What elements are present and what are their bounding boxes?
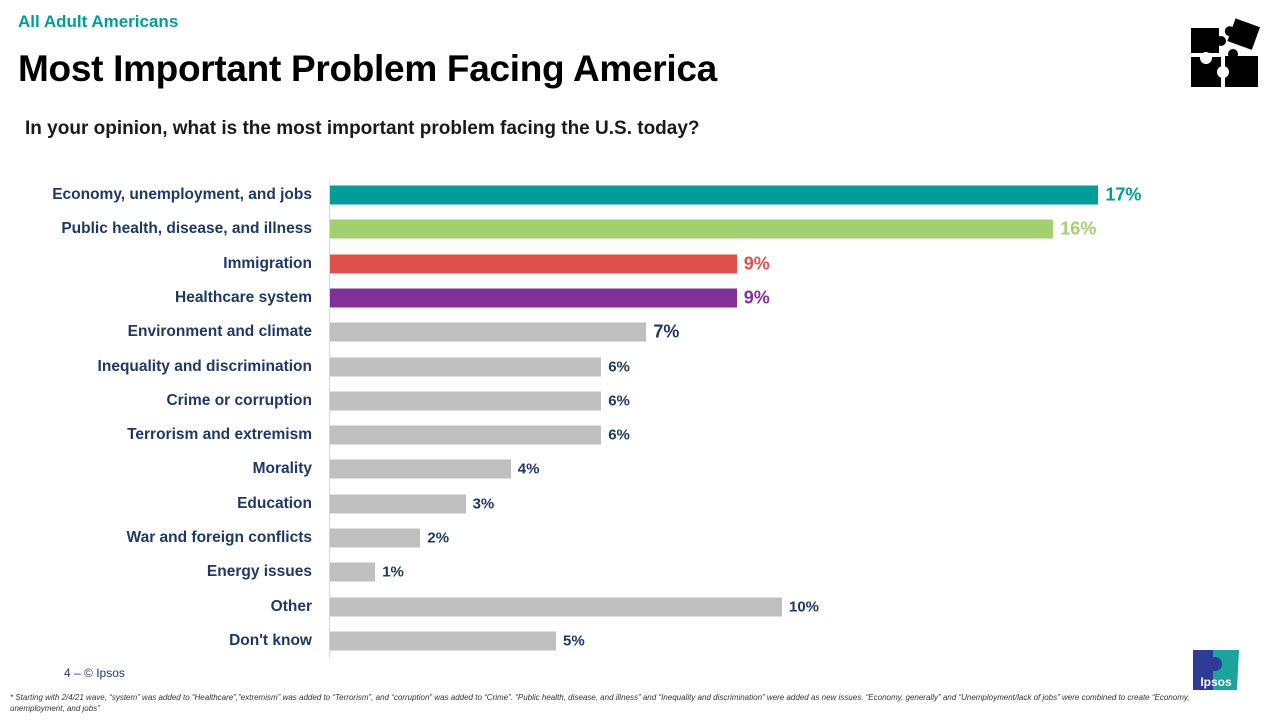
category-label: Other (270, 597, 312, 615)
data-label: 5% (563, 632, 585, 650)
category-label: War and foreign conflicts (126, 529, 312, 546)
category-label: Energy issues (206, 563, 312, 581)
data-label: 9% (743, 287, 770, 308)
footnote: * Starting with 2/4/21 wave, “system” wa… (10, 693, 1190, 713)
ipsos-logo: Ipsos (1193, 650, 1239, 690)
bar (330, 185, 1099, 205)
data-label: 4% (517, 460, 540, 478)
page-number: 4 – © Ipsos (64, 666, 125, 680)
bar (330, 254, 737, 274)
bar (330, 494, 466, 514)
category-label: Education (237, 494, 312, 512)
bar (330, 459, 511, 479)
category-label: Environment and climate (127, 323, 312, 341)
data-label: 9% (743, 253, 770, 274)
data-label: 10% (789, 598, 820, 616)
category-label: Inequality and discrimination (97, 357, 312, 375)
category-label: Crime or corruption (166, 391, 312, 409)
data-label: 17% (1105, 184, 1142, 205)
bar (330, 357, 602, 376)
data-label: 2% (427, 529, 450, 547)
data-label: 6% (608, 392, 630, 410)
data-label: 1% (382, 563, 404, 581)
question: In your opinion, what is the most import… (25, 118, 700, 139)
puzzle-icon (1191, 18, 1261, 87)
data-label: 6% (608, 358, 630, 375)
category-axis (329, 180, 330, 658)
category-label: Terrorism and extremism (127, 426, 312, 444)
data-label: 3% (472, 495, 495, 513)
bar (330, 288, 737, 308)
data-label: 7% (653, 321, 680, 342)
bar (330, 631, 556, 651)
category-label: Public health, disease, and illness (61, 220, 312, 238)
bar (330, 562, 376, 582)
category-label: Morality (252, 460, 312, 478)
data-label: 6% (608, 426, 630, 444)
page-title: Most Important Problem Facing America (18, 48, 717, 89)
svg-text:Ipsos: Ipsos (1200, 675, 1232, 689)
bar (330, 322, 647, 342)
data-label: 16% (1060, 218, 1097, 239)
bar (330, 219, 1054, 239)
bar (330, 391, 602, 411)
bar (330, 597, 782, 617)
bar (330, 528, 421, 548)
category-label: Don't know (229, 631, 312, 649)
bar (330, 425, 602, 445)
category-label: Economy, unemployment, and jobs (52, 186, 312, 203)
category-label: Healthcare system (175, 288, 312, 306)
category-label: Immigration (223, 254, 312, 272)
kicker: All Adult Americans (18, 12, 179, 31)
